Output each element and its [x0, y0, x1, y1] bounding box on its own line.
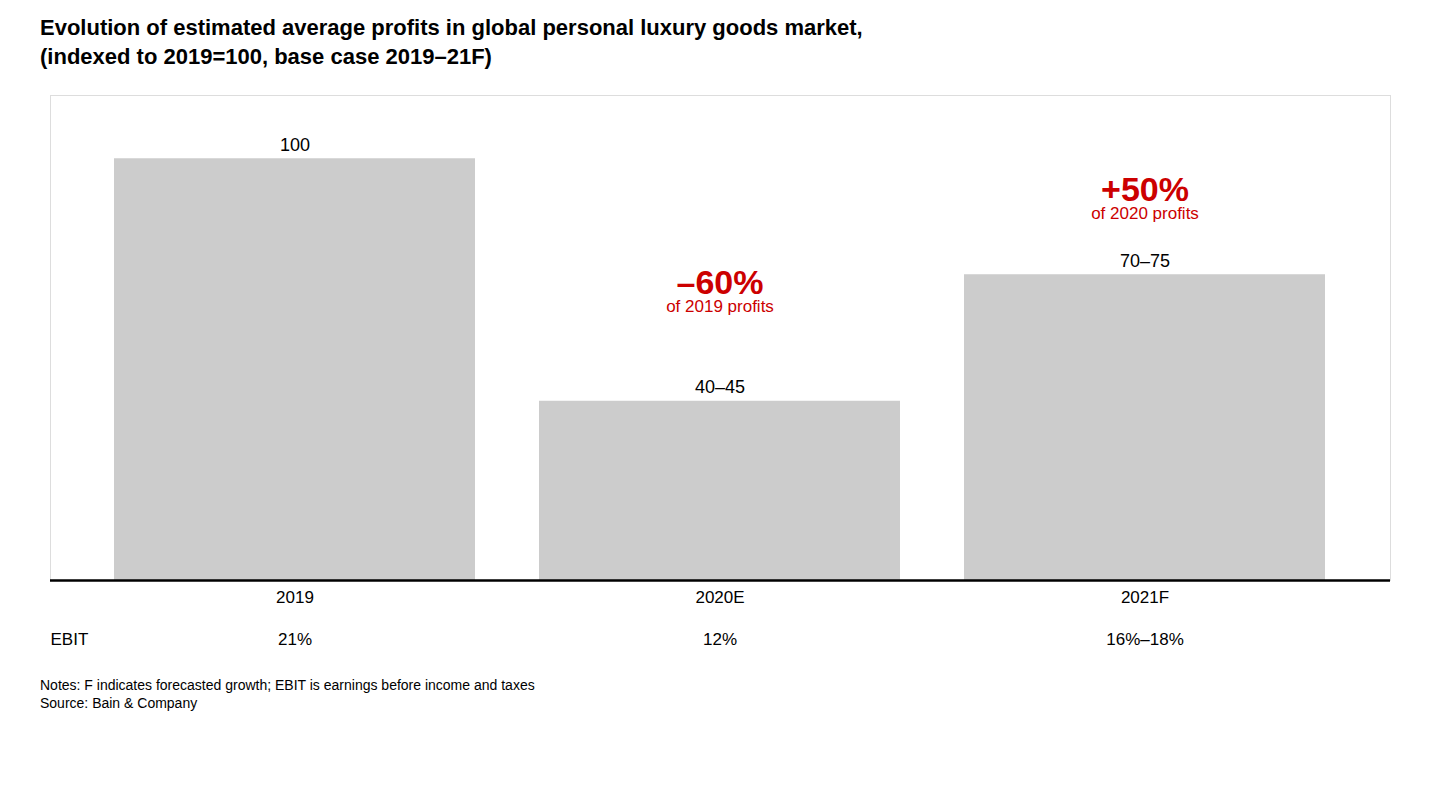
svg-text:+50%: +50%	[1101, 170, 1189, 208]
svg-text:40–45: 40–45	[695, 377, 745, 397]
html-text:Source: Bain & Company: Source: Bain & Company	[40, 695, 198, 712]
svg-text:EBIT: EBIT	[51, 630, 89, 649]
html-text:Notes: F indicates forecasted: Notes: F indicates forecasted growth; EB…	[40, 677, 535, 694]
svg-text:70–75: 70–75	[1120, 251, 1170, 271]
html-text:(indexed to 2019=100, base cas: (indexed to 2019=100, base case 2019–21F…	[40, 43, 492, 69]
svg-text:12%: 12%	[703, 630, 737, 649]
html-text:Evolution of estimated average: Evolution of estimated average profits i…	[40, 15, 863, 40]
svg-text:of 2019 profits: of 2019 profits	[666, 297, 774, 316]
svg-text:100: 100	[280, 135, 310, 155]
svg-text:2020E: 2020E	[695, 588, 744, 607]
svg-text:21%: 21%	[278, 630, 312, 649]
svg-text:2021F: 2021F	[1121, 588, 1169, 607]
svg-text:2019: 2019	[276, 588, 314, 607]
svg-text:of 2020 profits: of 2020 profits	[1091, 204, 1199, 223]
svg-text:–60%: –60%	[677, 263, 764, 301]
svg-text:16%–18%: 16%–18%	[1106, 630, 1184, 649]
